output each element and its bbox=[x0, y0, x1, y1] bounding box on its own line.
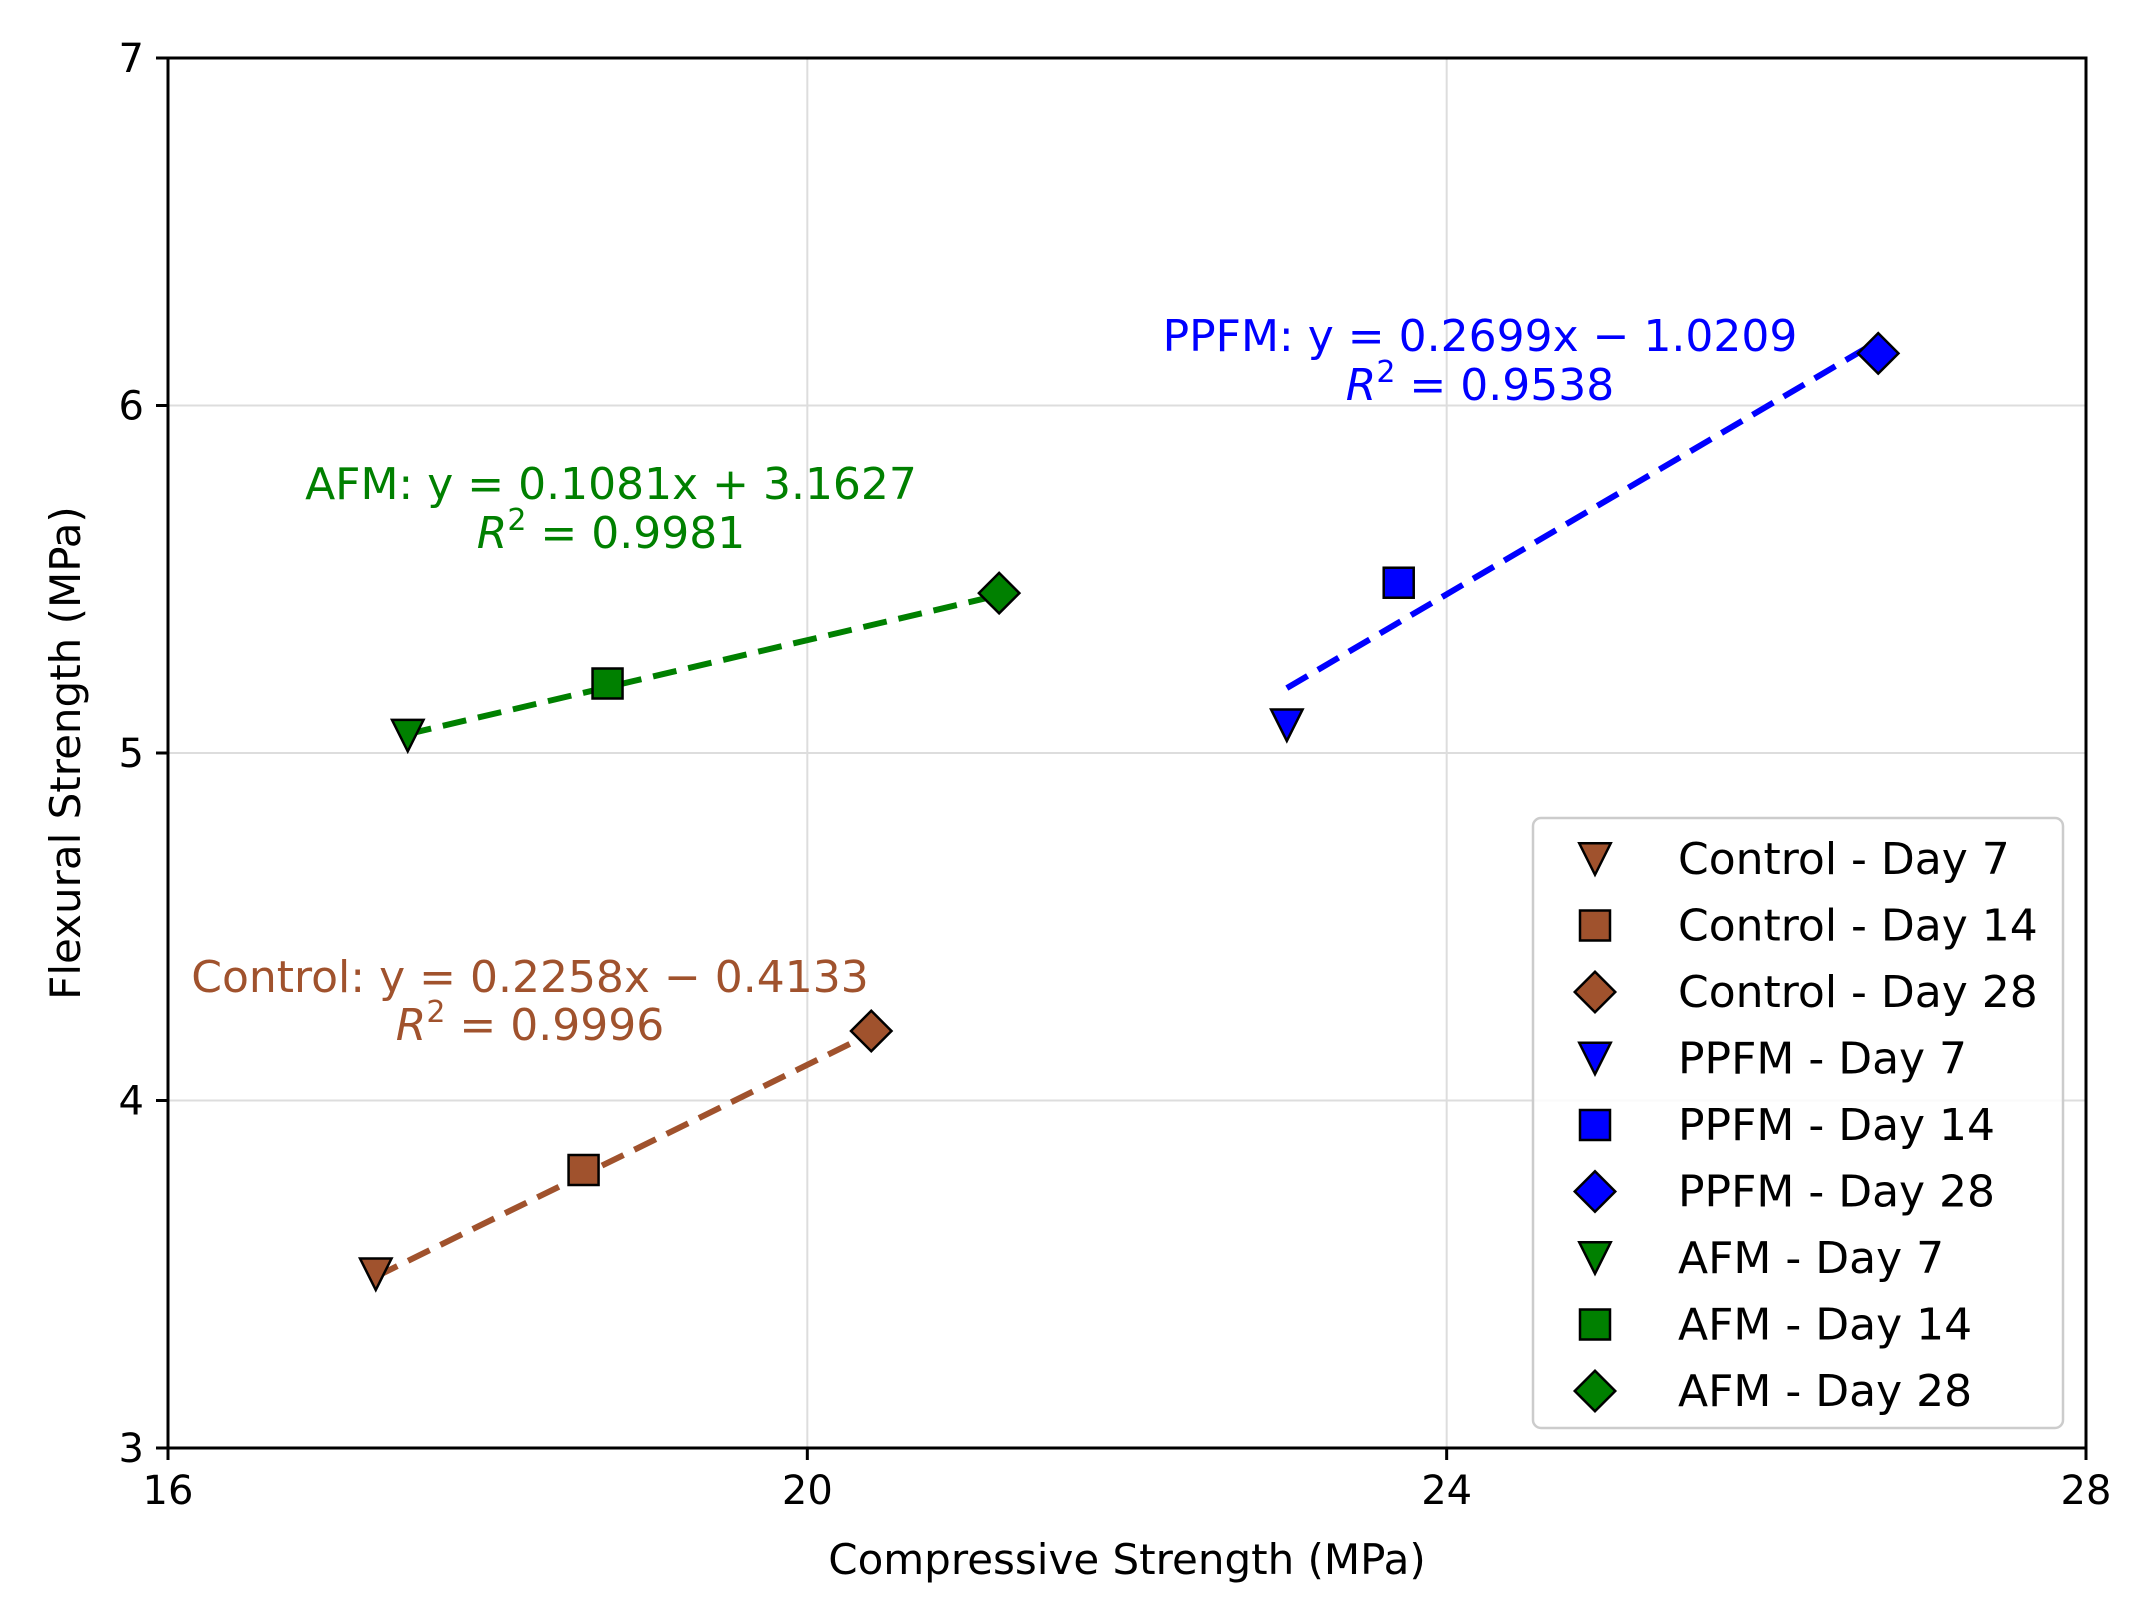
legend-label-afm-day-14: AFM - Day 14 bbox=[1678, 1300, 1972, 1351]
legend-marker-ppfm-day-14 bbox=[1578, 1108, 1612, 1142]
legend-marker-afm-day-7 bbox=[1577, 1241, 1613, 1277]
legend-label-ppfm-day-7: PPFM - Day 7 bbox=[1678, 1034, 1967, 1085]
x-tick-label: 16 bbox=[143, 1468, 194, 1514]
legend-label-afm-day-28: AFM - Day 28 bbox=[1678, 1366, 1972, 1417]
legend-label-control-day-7: Control - Day 7 bbox=[1678, 834, 2010, 885]
legend-label-ppfm-day-28: PPFM - Day 28 bbox=[1678, 1167, 1995, 1218]
fit-line-ppfm bbox=[1285, 338, 1880, 691]
fit-equation-afm: AFM: y = 0.1081x + 3.1627 bbox=[305, 459, 917, 510]
point-ppfm-day-28 bbox=[1856, 331, 1901, 376]
point-control-day-14 bbox=[567, 1153, 600, 1187]
grid bbox=[168, 58, 2086, 1448]
y-tick-label: 5 bbox=[119, 731, 144, 777]
data-points bbox=[358, 331, 1901, 1293]
point-control-day-7 bbox=[358, 1257, 394, 1293]
x-tick-label: 20 bbox=[782, 1468, 833, 1514]
point-control-day-28 bbox=[849, 1008, 894, 1054]
point-afm-day-28 bbox=[977, 571, 1022, 616]
fit-equation-control: Control: y = 0.2258x − 0.4133 bbox=[191, 952, 869, 1003]
legend-label-afm-day-7: AFM - Day 7 bbox=[1678, 1233, 1944, 1284]
fit-line-afm bbox=[407, 592, 1000, 737]
legend-label-control-day-28: Control - Day 28 bbox=[1678, 967, 2038, 1018]
point-ppfm-day-14 bbox=[1382, 566, 1415, 599]
legend-label-ppfm-day-14: PPFM - Day 14 bbox=[1678, 1100, 1995, 1151]
x-tick-label: 28 bbox=[2061, 1468, 2112, 1514]
x-axis-label: Compressive Strength (MPa) bbox=[828, 1535, 1425, 1584]
point-afm-day-7 bbox=[389, 718, 426, 755]
legend-marker-afm-day-28 bbox=[1572, 1368, 1618, 1414]
y-axis-label: Flexural Strength (MPa) bbox=[41, 506, 90, 1000]
fit-line-control bbox=[374, 1030, 873, 1280]
legend-marker-control-day-7 bbox=[1577, 842, 1613, 878]
point-ppfm-day-7 bbox=[1269, 708, 1305, 744]
legend-marker-afm-day-14 bbox=[1578, 1308, 1612, 1341]
legend-marker-control-day-14 bbox=[1578, 909, 1612, 942]
x-tick-label: 24 bbox=[1421, 1468, 1472, 1514]
y-tick-label: 6 bbox=[119, 384, 144, 430]
legend-marker-control-day-28 bbox=[1572, 969, 1618, 1015]
legend-label-control-day-14: Control - Day 14 bbox=[1678, 901, 2038, 952]
y-tick-label: 7 bbox=[119, 36, 144, 82]
legend: Control - Day 7 Control - Day 14 Control -… bbox=[1531, 816, 2065, 1430]
y-tick-label: 4 bbox=[119, 1079, 144, 1125]
legend-marker-ppfm-day-28 bbox=[1572, 1169, 1618, 1214]
legend-marker-ppfm-day-7 bbox=[1577, 1041, 1613, 1078]
fit-equation-ppfm: PPFM: y = 0.2699x − 1.0209 bbox=[1163, 311, 1798, 362]
legend-box bbox=[1531, 816, 2065, 1430]
fit-r2-ppfm: R2 = 0.9538 bbox=[1346, 355, 1614, 411]
fit-r2-afm: R2 = 0.9981 bbox=[477, 503, 745, 559]
y-tick-label: 3 bbox=[119, 1426, 144, 1472]
fit-lines bbox=[374, 338, 1880, 1280]
axis-ticks: 16 20 24 28 3 4 5 6 7 bbox=[119, 36, 2112, 1514]
fit-r2-control: R2 = 0.9996 bbox=[396, 995, 664, 1051]
point-afm-day-14 bbox=[591, 667, 624, 700]
